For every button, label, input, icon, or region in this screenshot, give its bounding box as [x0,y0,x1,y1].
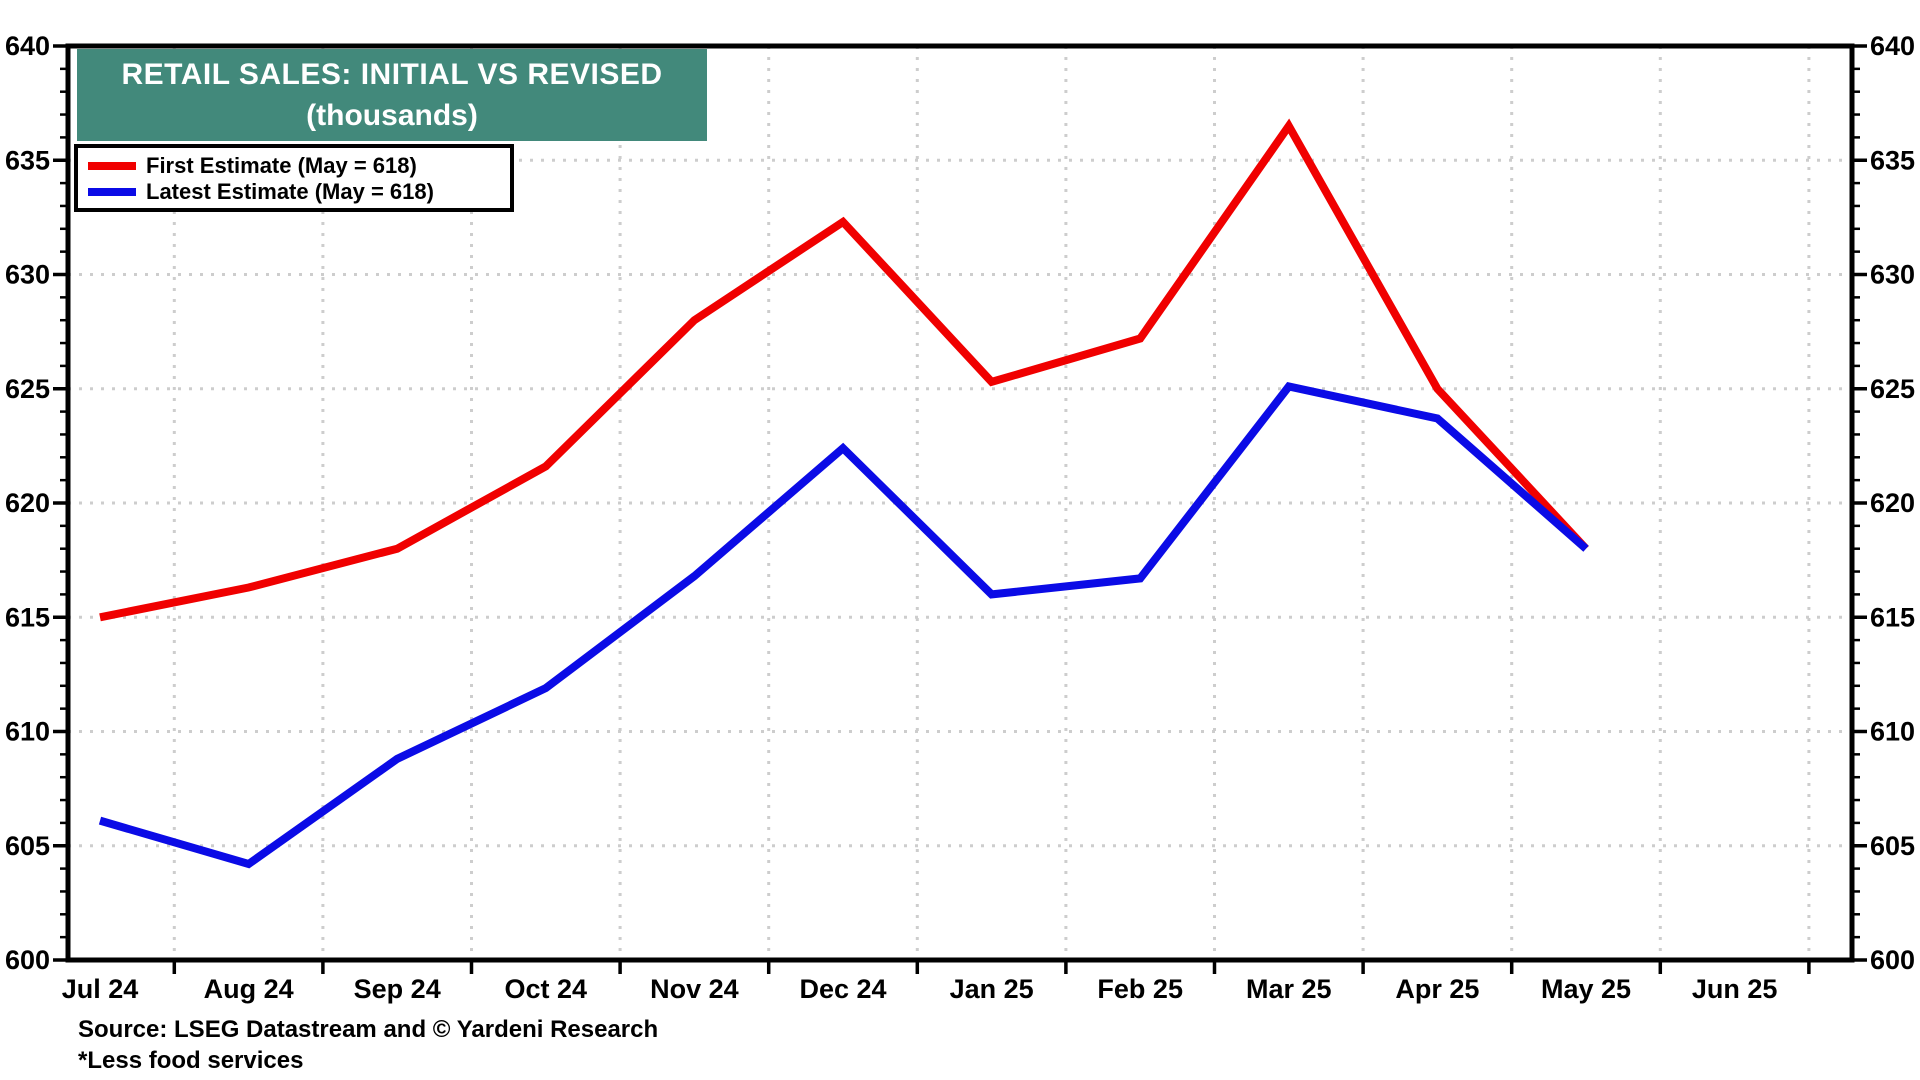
y-axis-label-right: 640 [1870,31,1915,61]
x-axis-label: Jun 25 [1692,974,1778,1004]
y-axis-label-left: 640 [5,31,50,61]
x-axis-label: Aug 24 [204,974,294,1004]
legend-label-first-estimate: First Estimate (May = 618) [146,153,417,178]
x-axis-label: Oct 24 [505,974,588,1004]
y-axis-label-right: 620 [1870,488,1915,518]
y-axis-label-left: 630 [5,260,50,290]
y-axis-label-left: 615 [5,602,50,632]
y-axis-label-right: 600 [1870,945,1915,975]
y-axis-label-right: 630 [1870,260,1915,290]
source-note: Source: LSEG Datastream and © Yardeni Re… [78,1016,659,1043]
x-axis-label: Jan 25 [950,974,1034,1004]
y-axis-label-right: 615 [1870,602,1915,632]
y-axis-label-left: 625 [5,374,50,404]
y-axis-label-left: 620 [5,488,50,518]
y-axis-label-left: 610 [5,717,50,747]
x-axis-label: Nov 24 [650,974,739,1004]
series-line-first-estimate [99,118,1589,622]
y-axis-label-left: 600 [5,945,50,975]
series-line-latest-estimate [98,382,1589,869]
y-axis-label-right: 605 [1870,831,1915,861]
y-axis-label-right: 625 [1870,374,1915,404]
x-axis-label: Mar 25 [1246,974,1332,1004]
first-estimate-line-swatch [88,162,136,170]
x-axis-label: Apr 25 [1395,974,1479,1004]
legend-item-latest-estimate: Latest Estimate (May = 618) [88,179,500,205]
legend-label-latest-estimate: Latest Estimate (May = 618) [146,179,434,204]
y-axis-label-left: 635 [5,145,50,175]
chart-title-box: RETAIL SALES: INITIAL VS REVISED (thousa… [77,49,707,141]
legend-item-first-estimate: First Estimate (May = 618) [88,153,500,179]
legend: First Estimate (May = 618) Latest Estima… [74,144,514,212]
y-axis-label-right: 635 [1870,145,1915,175]
footnote: *Less food services [78,1047,304,1074]
chart-subtitle: (thousands) [306,99,478,132]
x-axis-label: Feb 25 [1097,974,1183,1004]
latest-estimate-line-swatch [88,188,136,196]
y-axis-label-right: 610 [1870,717,1915,747]
x-axis-label: Sep 24 [354,974,441,1004]
x-axis-label: Dec 24 [799,974,886,1004]
y-axis-label-left: 605 [5,831,50,861]
x-axis-label: May 25 [1541,974,1631,1004]
x-axis-label: Jul 24 [62,974,139,1004]
chart-title: RETAIL SALES: INITIAL VS REVISED [121,58,663,91]
